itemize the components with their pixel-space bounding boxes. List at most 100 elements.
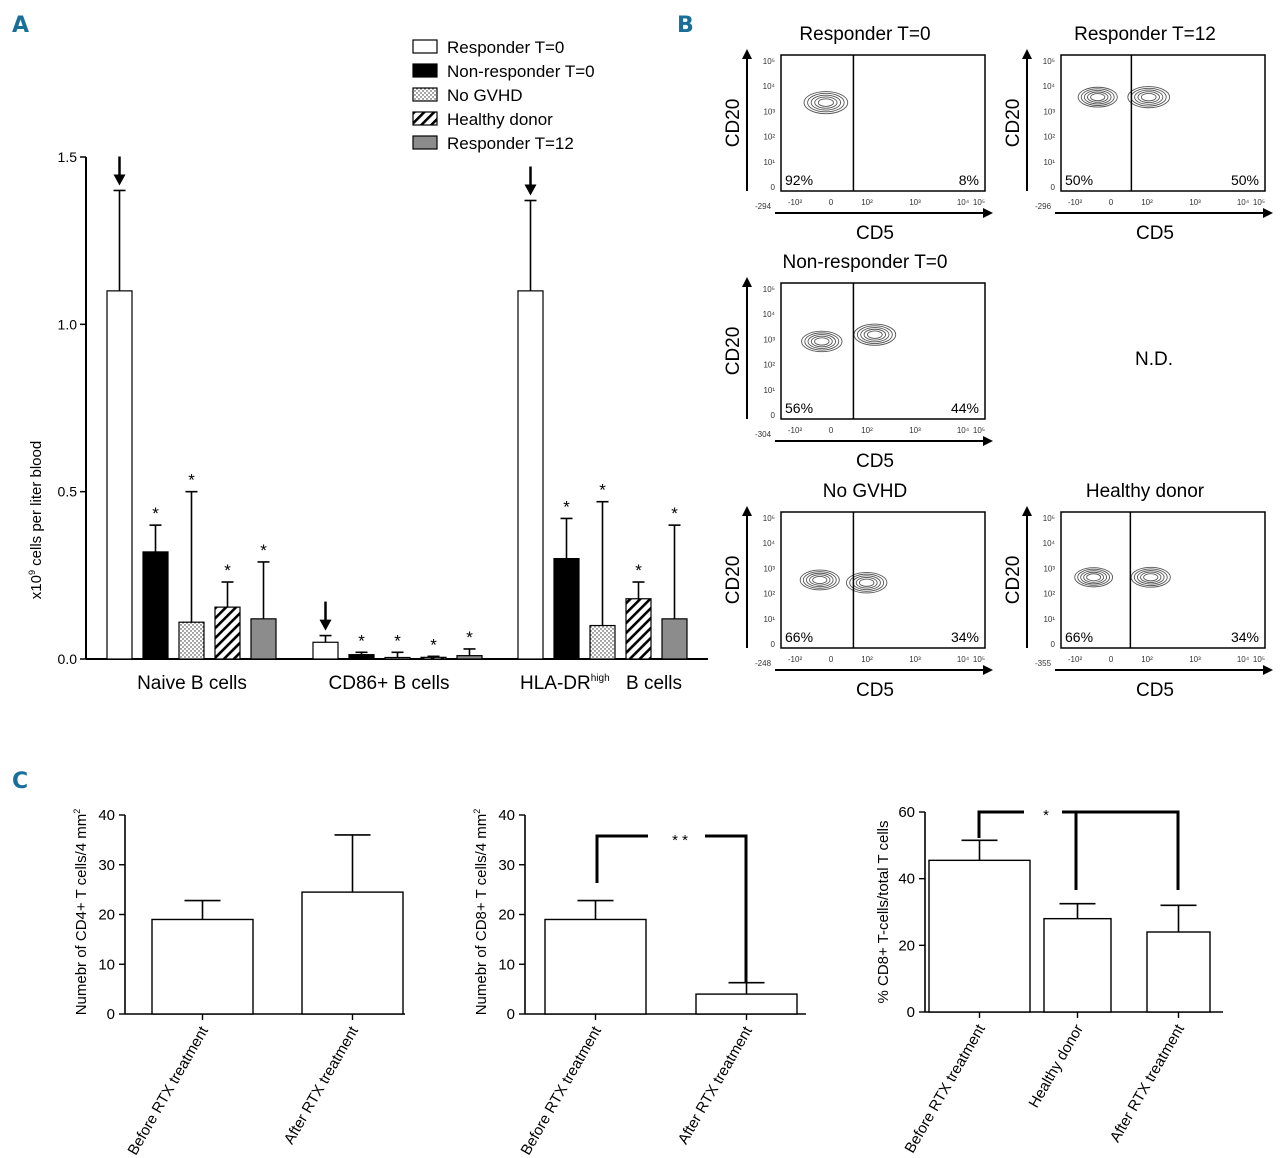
- flow-x-axis-label: CD5: [1136, 680, 1174, 701]
- y-tick-label: 0.5: [58, 484, 78, 500]
- flow-plot-title: Responder T=12: [1074, 24, 1216, 45]
- significance-star: *: [599, 481, 606, 500]
- contour-line: [802, 571, 837, 589]
- y-tick-label: 10³: [1043, 107, 1055, 116]
- x-axis-arrow-head: [983, 436, 993, 446]
- bar: [544, 918, 647, 1015]
- contour-line: [810, 335, 833, 348]
- contour-line: [1080, 570, 1108, 585]
- legend-label: Non-responder T=0: [447, 62, 595, 81]
- x-tick-label: 10⁴: [1237, 198, 1250, 207]
- bar: [348, 654, 375, 660]
- contour-line: [855, 576, 878, 589]
- right-quadrant-pct: 44%: [951, 400, 979, 416]
- bar: [178, 621, 205, 660]
- x-tick-label: 10²: [1141, 655, 1153, 664]
- legend-swatch: [412, 63, 438, 78]
- y-tick-label: 10⁴: [763, 539, 776, 548]
- contour-line: [1134, 89, 1164, 105]
- y-tick-label: 10⁴: [1043, 539, 1056, 548]
- contour-line: [858, 578, 875, 587]
- contour-line: [1083, 89, 1112, 105]
- y-axis-arrow-head: [742, 49, 752, 59]
- significance-star: *: [563, 497, 570, 516]
- ylabel-part-3: cells per liter blood: [28, 441, 45, 570]
- contour-line: [805, 572, 834, 588]
- y-tick-label: 10⁴: [763, 310, 776, 319]
- y-tick-label: 20: [898, 937, 915, 954]
- y-tick-label: 0: [771, 183, 776, 192]
- contour-line: [1130, 87, 1167, 107]
- x-axis-arrow-head: [983, 208, 993, 218]
- flow-plot: Responder T=092% 8%010¹10²10³10⁴10⁵CD20-2…: [723, 24, 993, 244]
- contour-line: [807, 334, 836, 349]
- contour-line: [809, 574, 831, 586]
- bar: [151, 918, 254, 1015]
- flow-x-axis-label: CD5: [856, 680, 894, 701]
- hladr-main: HLA-DR: [520, 673, 591, 694]
- contour-line: [1083, 571, 1105, 583]
- flow-y-axis-label: CD20: [723, 327, 744, 376]
- contour-line: [817, 98, 834, 107]
- flow-plot-frame: [780, 511, 986, 649]
- significance-star: *: [466, 628, 473, 647]
- y-tick-label: 10¹: [763, 158, 775, 167]
- x-tick-label: 10⁵: [973, 198, 985, 207]
- legend-swatch: [412, 87, 438, 102]
- contour-line: [804, 332, 840, 351]
- bracket-left: [977, 810, 1024, 838]
- c1-y-axis-label: Numebr of CD4+ T cells/4 mm2: [72, 809, 90, 1016]
- hladr-sup: high: [591, 673, 610, 684]
- x-tick-label: 10²: [1141, 198, 1153, 207]
- ylabel-part-1: x10: [28, 575, 45, 599]
- y-tick-label: 10¹: [1043, 158, 1055, 167]
- y-tick-label: 40: [898, 871, 915, 888]
- y-tick-label: 10³: [763, 564, 775, 573]
- c3-significance-bracket: [977, 810, 1180, 890]
- x-left-tick-label: -296: [1035, 202, 1052, 211]
- x-tick-label: After RTX treatment: [281, 1023, 363, 1147]
- y-tick-label: 10²: [1043, 590, 1055, 599]
- contour-line: [1074, 567, 1114, 588]
- y-tick-label: 60: [898, 804, 915, 821]
- legend-label: No GVHD: [447, 86, 523, 105]
- contour-line: [1136, 570, 1165, 585]
- contour-line: [812, 575, 828, 585]
- contour-line: [814, 96, 838, 109]
- y-tick-label: 10²: [1043, 133, 1055, 142]
- x-tick-label: 0: [1109, 198, 1114, 207]
- y-tick-label: 10⁵: [1043, 514, 1055, 523]
- y-tick-label: 10⁵: [763, 285, 775, 294]
- significance-star: *: [224, 561, 231, 580]
- left-quadrant-pct: 66%: [785, 629, 813, 645]
- arrow-head: [524, 184, 537, 196]
- x-axis-arrow-head: [983, 665, 993, 675]
- x-tick-label: 0: [1109, 655, 1114, 664]
- x-tick-label: 0: [829, 198, 834, 207]
- contour-line: [856, 325, 893, 344]
- y-tick-label: 10: [498, 956, 515, 973]
- bar: [384, 656, 411, 660]
- flow-plot-frame: [780, 54, 986, 192]
- y-tick-label: 30: [98, 857, 115, 874]
- y-tick-label: 0: [907, 1004, 915, 1021]
- contour-line: [1137, 91, 1160, 104]
- contour-line: [814, 337, 830, 346]
- ylabel-sup: 9: [27, 570, 37, 575]
- contour-line: [1143, 573, 1159, 582]
- contour-line: [849, 573, 885, 592]
- significance-star: *: [260, 541, 267, 560]
- y-tick-label: 10⁴: [763, 82, 776, 91]
- y-tick-label: 30: [498, 857, 515, 874]
- significance-star: *: [358, 631, 365, 650]
- significance-star: *: [394, 631, 401, 650]
- y-tick-label: 10¹: [763, 615, 775, 624]
- bracket-left: [595, 834, 648, 883]
- bar: [661, 618, 688, 660]
- c2-significance: * *: [672, 832, 688, 849]
- y-tick-label: 40: [98, 807, 115, 824]
- x-tick-label: 10⁵: [1253, 198, 1265, 207]
- contour-line: [860, 327, 890, 343]
